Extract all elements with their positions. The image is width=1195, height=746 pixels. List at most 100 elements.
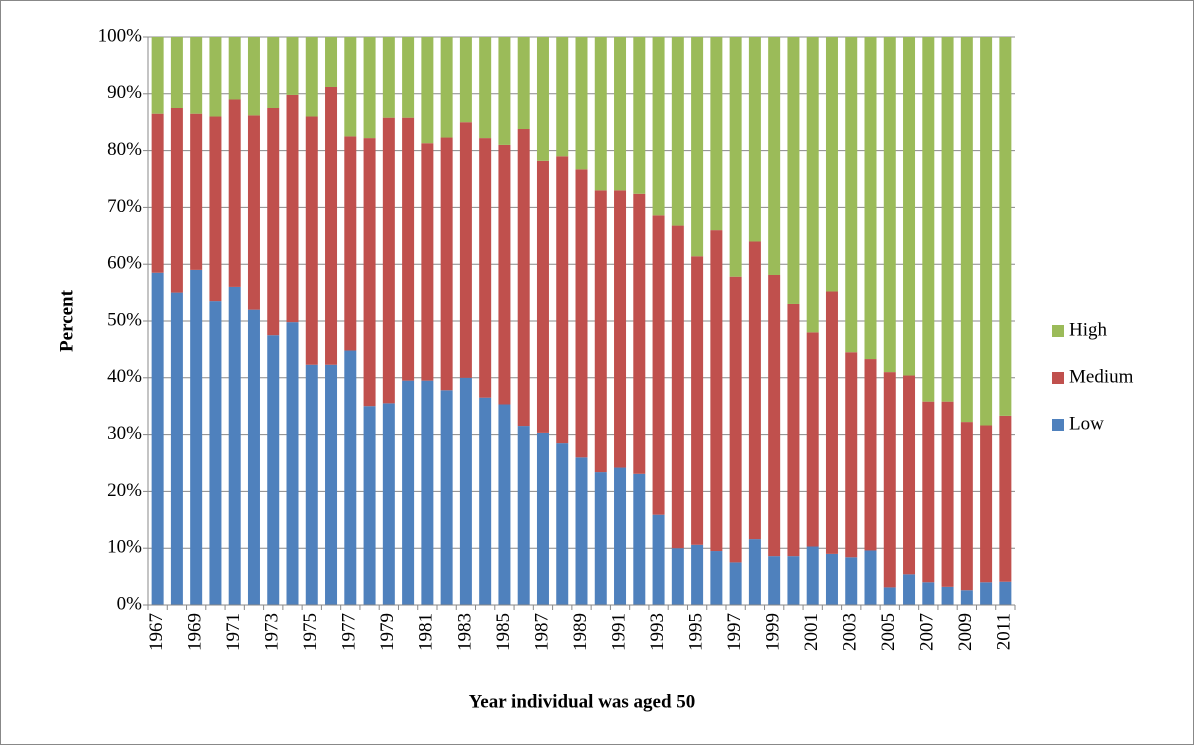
bar-segment xyxy=(710,230,723,552)
bar-segment xyxy=(421,143,434,381)
x-tick-label: 1973 xyxy=(262,613,283,651)
x-tick-label: 1993 xyxy=(647,613,668,651)
bar-segment xyxy=(845,557,858,605)
bar-segment xyxy=(170,37,183,108)
bar-segment xyxy=(556,156,569,444)
bar-segment xyxy=(825,553,838,605)
bar-segment xyxy=(922,401,935,583)
bar-segment xyxy=(363,138,376,407)
y-tick-label: 90% xyxy=(107,82,142,103)
bar-segment xyxy=(151,113,164,273)
bar-segment xyxy=(729,37,742,277)
bar-segment xyxy=(247,115,260,310)
bar-segment xyxy=(305,37,318,117)
bar-segment xyxy=(267,335,280,605)
bar-segment xyxy=(960,37,973,423)
bar-segment xyxy=(209,37,222,117)
bar-segment xyxy=(980,37,993,426)
bar-segment xyxy=(845,352,858,558)
bar-segment xyxy=(247,37,260,116)
bar-segment xyxy=(575,37,588,170)
bar-segment xyxy=(864,37,877,360)
x-tick-label: 2001 xyxy=(801,613,822,651)
bar-segment xyxy=(614,467,627,605)
bar-segment xyxy=(267,37,280,108)
bar-segment xyxy=(748,241,761,540)
x-tick-label: 2007 xyxy=(917,613,938,651)
bar-segment xyxy=(768,37,781,275)
legend-swatch xyxy=(1052,419,1064,431)
bar-segment xyxy=(363,406,376,605)
x-tick-label: 1967 xyxy=(146,613,167,651)
bar-segment xyxy=(382,117,395,404)
bar-segment xyxy=(729,562,742,605)
bar-segment xyxy=(209,116,222,302)
bar-segment xyxy=(402,117,415,381)
bar-segment xyxy=(267,108,280,336)
bar-segment xyxy=(960,422,973,591)
bar-segment xyxy=(748,539,761,605)
bar-segment xyxy=(286,37,299,95)
bar-segment xyxy=(536,160,549,433)
legend-label: High xyxy=(1069,319,1108,340)
bar-segment xyxy=(806,332,819,547)
bar-segment xyxy=(729,276,742,563)
y-tick-label: 40% xyxy=(107,366,142,387)
bar-segment xyxy=(652,37,665,216)
bar-segment xyxy=(305,116,318,365)
bar-segment xyxy=(671,37,684,226)
y-axis-title: Percent xyxy=(56,289,77,352)
bar-segment xyxy=(344,350,357,605)
x-tick-label: 1981 xyxy=(416,613,437,651)
bar-segment xyxy=(999,37,1012,416)
bar-segment xyxy=(402,380,415,605)
bar-segment xyxy=(787,37,800,304)
bar-segment xyxy=(382,37,395,118)
y-tick-label: 10% xyxy=(107,537,142,558)
bar-segment xyxy=(594,472,607,605)
bar-segment xyxy=(980,425,993,583)
bar-segment xyxy=(941,37,954,402)
bar-segment xyxy=(671,225,684,549)
x-tick-label: 1995 xyxy=(685,613,706,651)
bar-segment xyxy=(806,37,819,333)
bar-segment xyxy=(806,546,819,605)
bar-segment xyxy=(170,292,183,605)
y-tick-label: 0% xyxy=(117,593,143,614)
bar-segment xyxy=(787,303,800,557)
x-tick-label: 1991 xyxy=(608,613,629,651)
bar-segment xyxy=(190,37,203,114)
bar-segment xyxy=(710,551,723,605)
bar-segment xyxy=(864,359,877,551)
bar-segment xyxy=(864,550,877,605)
bar-segment xyxy=(305,364,318,605)
x-tick-label: 1971 xyxy=(223,613,244,651)
bar-segment xyxy=(479,138,492,398)
bar-segment xyxy=(479,37,492,139)
x-tick-label: 1979 xyxy=(377,613,398,651)
legend-swatch xyxy=(1052,372,1064,384)
bar-segment xyxy=(498,404,511,605)
bar-segment xyxy=(922,582,935,605)
bar-segment xyxy=(999,581,1012,605)
bar-segment xyxy=(748,37,761,242)
bar-segment xyxy=(517,37,530,130)
bar-segment xyxy=(190,113,203,270)
bar-segment xyxy=(402,37,415,118)
bar-segment xyxy=(575,457,588,605)
x-tick-label: 2009 xyxy=(955,613,976,651)
x-tick-label: 1999 xyxy=(763,613,784,651)
bar-segment xyxy=(382,403,395,605)
bar-segment xyxy=(344,136,357,351)
bar-segment xyxy=(825,291,838,554)
x-tick-label: 2011 xyxy=(994,613,1015,650)
bar-segment xyxy=(536,432,549,605)
x-tick-label: 1997 xyxy=(724,613,745,651)
bar-segment xyxy=(960,590,973,605)
bar-segment xyxy=(325,86,338,365)
bar-segment xyxy=(190,269,203,605)
bar-segment xyxy=(768,556,781,605)
bar-segment xyxy=(498,144,511,405)
bar-segment xyxy=(575,169,588,458)
bar-segment xyxy=(459,377,472,605)
